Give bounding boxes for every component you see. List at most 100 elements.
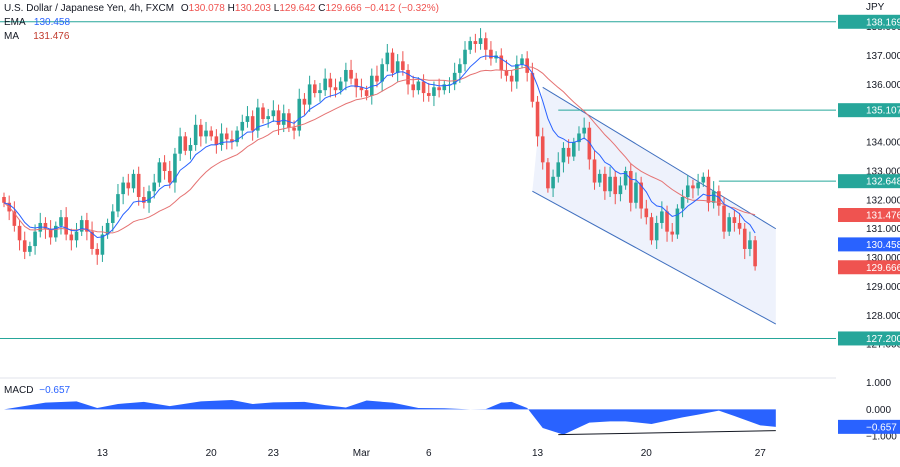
- candle-body: [328, 78, 333, 88]
- candle: [266, 108, 270, 128]
- candle: [551, 169, 555, 197]
- candle: [328, 72, 333, 98]
- candle: [463, 41, 467, 72]
- candle-body: [608, 176, 612, 192]
- candle: [59, 209, 63, 235]
- candle-body: [79, 220, 84, 232]
- chart-legend: U.S. Dollar / Japanese Yen, 4h, FXCM O13…: [4, 2, 439, 44]
- price-label-bg: [838, 208, 900, 223]
- candle-body: [178, 136, 182, 154]
- price-tick-label: 130.000: [866, 253, 900, 264]
- candle: [344, 62, 348, 91]
- channel-lower-line: [532, 190, 777, 325]
- candle: [592, 150, 597, 190]
- candle: [634, 172, 638, 209]
- candle-body: [401, 61, 405, 70]
- candle: [287, 108, 291, 133]
- candle-body: [489, 49, 493, 59]
- candle-body: [623, 171, 628, 186]
- candle: [2, 192, 6, 208]
- candle: [566, 139, 571, 164]
- candle: [38, 212, 43, 238]
- candle: [152, 173, 157, 199]
- time-tick-label: 20: [641, 448, 653, 459]
- candle: [753, 235, 757, 271]
- candle-body: [680, 196, 685, 209]
- candle: [219, 123, 224, 151]
- candle: [608, 166, 612, 197]
- price-tick-label: 129.000: [866, 282, 900, 293]
- candle: [307, 75, 312, 112]
- candle: [302, 93, 307, 115]
- candle-body: [732, 217, 737, 223]
- price-tick-label: 128.000: [866, 311, 900, 322]
- candle-body: [349, 69, 353, 79]
- price-tick-label: 132.000: [866, 195, 900, 206]
- price-label-text: 129.666: [866, 263, 900, 274]
- candle-body: [639, 182, 643, 209]
- price-tick-label: 133.000: [866, 167, 900, 178]
- ohlc-high: 130.203: [234, 3, 271, 14]
- candle: [737, 212, 742, 235]
- candle-body: [520, 58, 524, 65]
- legend-ema-row[interactable]: EMA 130.458: [4, 16, 439, 30]
- price-label-bg: [838, 103, 900, 118]
- channel-upper-line: [542, 86, 777, 230]
- price-label-text: 127.200: [866, 334, 900, 345]
- candle-body: [478, 38, 483, 44]
- candle-body: [711, 191, 716, 203]
- macd-legend[interactable]: MACD −0.657: [4, 385, 70, 396]
- time-tick-label: 13: [97, 448, 109, 459]
- candle: [209, 126, 213, 141]
- candle-body: [509, 75, 514, 82]
- candle: [183, 132, 188, 156]
- candle: [256, 98, 260, 138]
- candle: [509, 69, 514, 92]
- candle: [214, 129, 219, 154]
- candle: [126, 173, 131, 196]
- macd-area: [4, 400, 776, 435]
- candle-body: [12, 211, 17, 226]
- candle-body: [706, 176, 711, 203]
- candle-body: [691, 185, 695, 189]
- candle: [639, 176, 643, 219]
- candle: [375, 65, 379, 88]
- ohlc-close-label: C: [318, 3, 326, 14]
- time-tick-label: 23: [268, 448, 280, 459]
- candle-body: [717, 191, 721, 206]
- legend-ma-row[interactable]: MA 131.476: [4, 30, 439, 44]
- candle: [199, 119, 203, 147]
- candle: [432, 81, 436, 107]
- candle-body: [64, 217, 68, 235]
- candle-body: [468, 41, 472, 50]
- candle: [561, 142, 566, 173]
- candle-body: [504, 69, 509, 76]
- candle-body: [261, 107, 265, 120]
- candle-body: [701, 176, 706, 183]
- candle-body: [167, 171, 172, 183]
- candle: [520, 54, 524, 69]
- candle: [85, 212, 89, 241]
- candle-body: [193, 124, 198, 146]
- price-tick-label: 131.000: [866, 224, 900, 235]
- candle: [157, 158, 162, 187]
- candle: [623, 166, 628, 190]
- candle-body: [572, 142, 576, 157]
- candle: [121, 176, 125, 205]
- candle: [675, 204, 680, 239]
- candle: [318, 82, 322, 102]
- candle-body: [28, 246, 32, 252]
- ohlc-open: 130.078: [188, 3, 225, 14]
- candle-body: [566, 147, 571, 157]
- candle: [515, 55, 519, 89]
- candle-body: [214, 136, 219, 146]
- candle: [173, 147, 177, 193]
- candle-body: [748, 240, 752, 249]
- candle: [142, 186, 146, 209]
- candle-body: [670, 231, 675, 235]
- candle: [380, 58, 384, 92]
- candle-body: [675, 208, 680, 235]
- candle-body: [597, 173, 602, 183]
